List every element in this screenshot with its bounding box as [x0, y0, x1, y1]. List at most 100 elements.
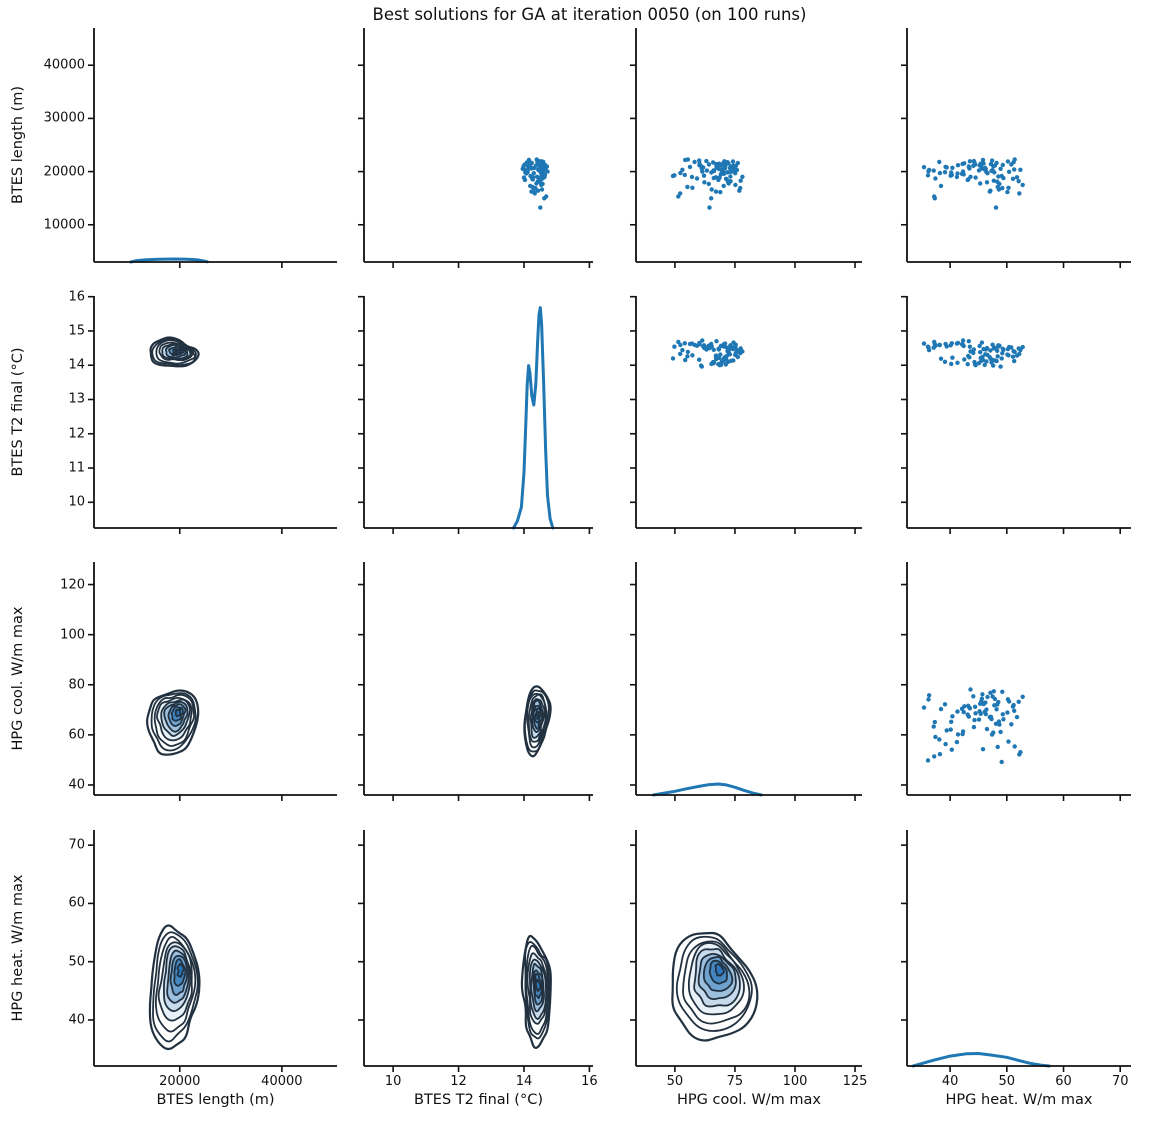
scatter-dot	[543, 163, 548, 168]
y-tick-label: 30000	[43, 110, 85, 126]
scatter-dot	[706, 162, 712, 167]
scatter-dot	[524, 171, 529, 176]
contour-level	[534, 978, 542, 993]
y-tick-label: 40000	[43, 57, 85, 73]
scatter-dot	[932, 196, 937, 201]
scatter-dot	[717, 363, 722, 368]
scatter-points	[921, 338, 1025, 369]
scatter-points	[921, 157, 1025, 210]
y-tick-label: 100	[60, 627, 85, 643]
scatter-dot	[731, 340, 736, 345]
y-tick-label: 10	[68, 494, 85, 510]
scatter-dot	[678, 191, 683, 196]
scatter-dot	[921, 341, 927, 346]
y-axis-label-btes-t2: BTES T2 final (°C)	[10, 347, 26, 477]
scatter-dot	[522, 162, 527, 167]
panel-axes-r3c1	[358, 830, 593, 1072]
scatter-dot	[670, 173, 676, 179]
scatter-dot	[697, 163, 702, 168]
y-tick-label: 14	[68, 357, 85, 373]
panel-axes-r2c0	[88, 562, 337, 801]
scatter-dot	[932, 341, 937, 347]
contour-level	[535, 710, 541, 720]
scatter-dot	[1010, 176, 1016, 181]
scatter-dot	[738, 178, 743, 183]
scatter-dot	[926, 345, 931, 350]
x-tick-label: 40	[941, 1074, 959, 1089]
contour-level	[154, 935, 197, 1033]
scatter-dot	[989, 158, 995, 163]
scatter-dot	[985, 171, 990, 176]
scatter-dot	[955, 340, 961, 346]
scatter-dot	[931, 724, 936, 729]
scatter-dot	[962, 161, 967, 166]
y-tick-label: 70	[68, 837, 85, 853]
scatter-dot	[1000, 689, 1005, 694]
scatter-dot	[961, 172, 966, 177]
x-tick-label: 20000	[159, 1074, 201, 1089]
scatter-dot	[979, 696, 985, 701]
scatter-dot	[983, 166, 988, 172]
contour-level	[153, 693, 195, 747]
scatter-dot	[979, 166, 985, 171]
scatter-dot	[711, 347, 716, 352]
scatter-dot	[722, 165, 728, 170]
contour-level	[174, 707, 182, 718]
scatter-dot	[710, 160, 716, 165]
scatter-dot	[937, 342, 942, 348]
scatter-dot	[721, 183, 726, 189]
scatter-dot	[678, 351, 683, 357]
contour-level	[176, 963, 185, 978]
scatter-dot	[1005, 159, 1011, 164]
scatter-dot	[949, 361, 954, 367]
scatter-dot	[968, 349, 973, 354]
scatter-dot	[536, 167, 541, 172]
scatter-dot	[1020, 344, 1025, 350]
scatter-dot	[938, 183, 944, 189]
scatter-dot	[960, 338, 966, 343]
scatter-dot	[700, 338, 705, 343]
page-title: Best solutions for GA at iteration 0050 …	[372, 5, 807, 24]
scatter-dot	[521, 175, 527, 180]
y-tick-label: 10000	[43, 217, 85, 233]
scatter-dot	[1006, 739, 1011, 744]
contour-level	[150, 692, 197, 752]
scatter-dot	[937, 170, 943, 176]
y-tick-label: 16	[68, 289, 85, 305]
scatter-dot	[961, 709, 966, 715]
y-tick-label: 50	[68, 954, 85, 970]
scatter-dot	[702, 180, 707, 185]
scatter-dot	[992, 358, 998, 363]
scatter-dot	[971, 694, 976, 699]
scatter-dot	[1012, 358, 1017, 364]
y-axis-label-hpg-cool: HPG cool. W/m max	[10, 606, 26, 751]
panel-axes-r1c3	[901, 295, 1131, 534]
scatter-dot	[525, 167, 531, 172]
scatter-dot	[733, 182, 738, 188]
scatter-dot	[931, 345, 936, 350]
scatter-dot	[738, 185, 743, 191]
scatter-dot	[1020, 182, 1025, 188]
scatter-dot	[978, 350, 983, 355]
scatter-dot	[937, 159, 942, 165]
scatter-dot	[984, 180, 990, 185]
scatter-dot	[980, 157, 986, 163]
scatter-dot	[926, 697, 931, 702]
scatter-dot	[921, 165, 927, 170]
contour-level	[174, 348, 183, 354]
scatter-dot	[678, 170, 683, 176]
x-axis-label-btes-length: BTES length (m)	[156, 1092, 275, 1108]
scatter-dot	[962, 704, 967, 709]
scatter-dot	[962, 357, 967, 362]
contour-level	[523, 689, 550, 753]
x-axis-label-btes-t2: BTES T2 final (°C)	[413, 1092, 543, 1108]
scatter-dot	[685, 184, 690, 190]
scatter-dot	[991, 363, 996, 368]
scatter-dot	[723, 176, 729, 181]
y-tick-label: 40	[68, 1012, 85, 1028]
scatter-dot	[950, 355, 955, 360]
scatter-dot	[944, 344, 949, 349]
scatter-dot	[540, 181, 545, 187]
scatter-dot	[534, 174, 540, 179]
scatter-dot	[1000, 351, 1005, 356]
